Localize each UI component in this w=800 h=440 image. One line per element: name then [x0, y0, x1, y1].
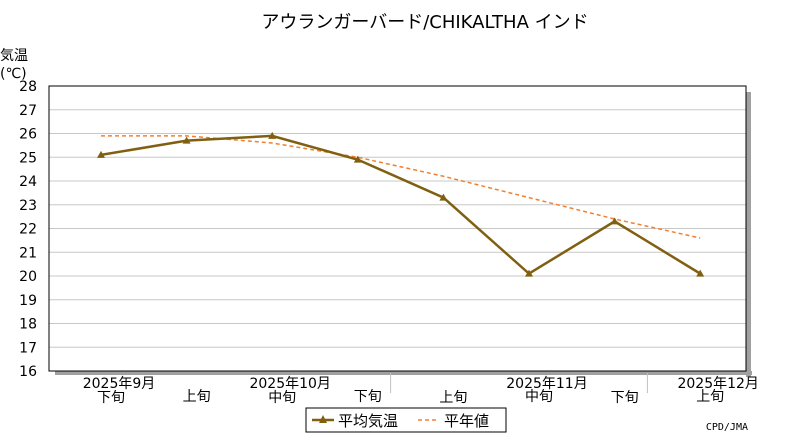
- y-tick-label: 27: [19, 103, 37, 119]
- series-line-1: [100, 134, 701, 276]
- plot-shadow-right: [746, 92, 751, 377]
- legend: 平均気温 平年値: [305, 407, 507, 433]
- month-label: 2025年10月: [249, 376, 330, 392]
- y-tick-label: 23: [19, 198, 37, 214]
- y-tick-label: 28: [19, 79, 37, 95]
- y-tick-label: 25: [19, 150, 37, 166]
- y-axis-label: 気温: [0, 48, 28, 64]
- x-tick-label: 下旬: [97, 390, 125, 406]
- x-tick-label: 上旬: [183, 389, 211, 405]
- credit-label: CPD/JMA: [706, 422, 748, 433]
- month-label: 2025年11月: [506, 376, 587, 392]
- y-tick-label: 17: [19, 340, 37, 356]
- legend-label-series1: 平均気温: [338, 412, 398, 430]
- data-point: [610, 217, 619, 225]
- x-tick-label: 下旬: [354, 389, 382, 405]
- data-point: [97, 150, 105, 158]
- legend-label-series2: 平年値: [444, 412, 489, 430]
- data-point: [525, 269, 533, 277]
- y-tick-label: 18: [19, 317, 37, 333]
- data-point: [353, 155, 362, 163]
- x-tick-label: 中旬: [525, 389, 553, 405]
- data-point: [268, 131, 277, 139]
- data-point: [182, 136, 191, 144]
- y-tick-label: 22: [19, 222, 37, 238]
- y-tick-label: 26: [19, 127, 37, 143]
- x-tick-label: 下旬: [611, 390, 639, 406]
- y-tick-label: 16: [19, 364, 37, 380]
- legend-marker-series1: [319, 415, 327, 423]
- data-point: [439, 193, 448, 201]
- series-line-2: [101, 135, 701, 239]
- plot-area: [48, 85, 747, 372]
- month-label: 2025年9月: [83, 376, 156, 392]
- x-tick-label: 上旬: [439, 390, 467, 406]
- data-point: [696, 269, 705, 277]
- y-tick-label: 24: [19, 174, 37, 190]
- y-tick-label: 21: [19, 245, 37, 261]
- month-label: 2025年12月: [677, 376, 758, 392]
- x-tick-label: 上旬: [696, 389, 724, 405]
- y-axis-unit: (℃): [0, 66, 27, 82]
- plot-shadow-bottom: [55, 371, 752, 375]
- x-tick-label: 中旬: [268, 390, 296, 406]
- chart-title: アウランガーバード/CHIKALTHA インド: [261, 12, 588, 33]
- legend-box: [305, 407, 507, 433]
- y-tick-label: 19: [19, 293, 37, 309]
- y-tick-label: 20: [19, 269, 37, 285]
